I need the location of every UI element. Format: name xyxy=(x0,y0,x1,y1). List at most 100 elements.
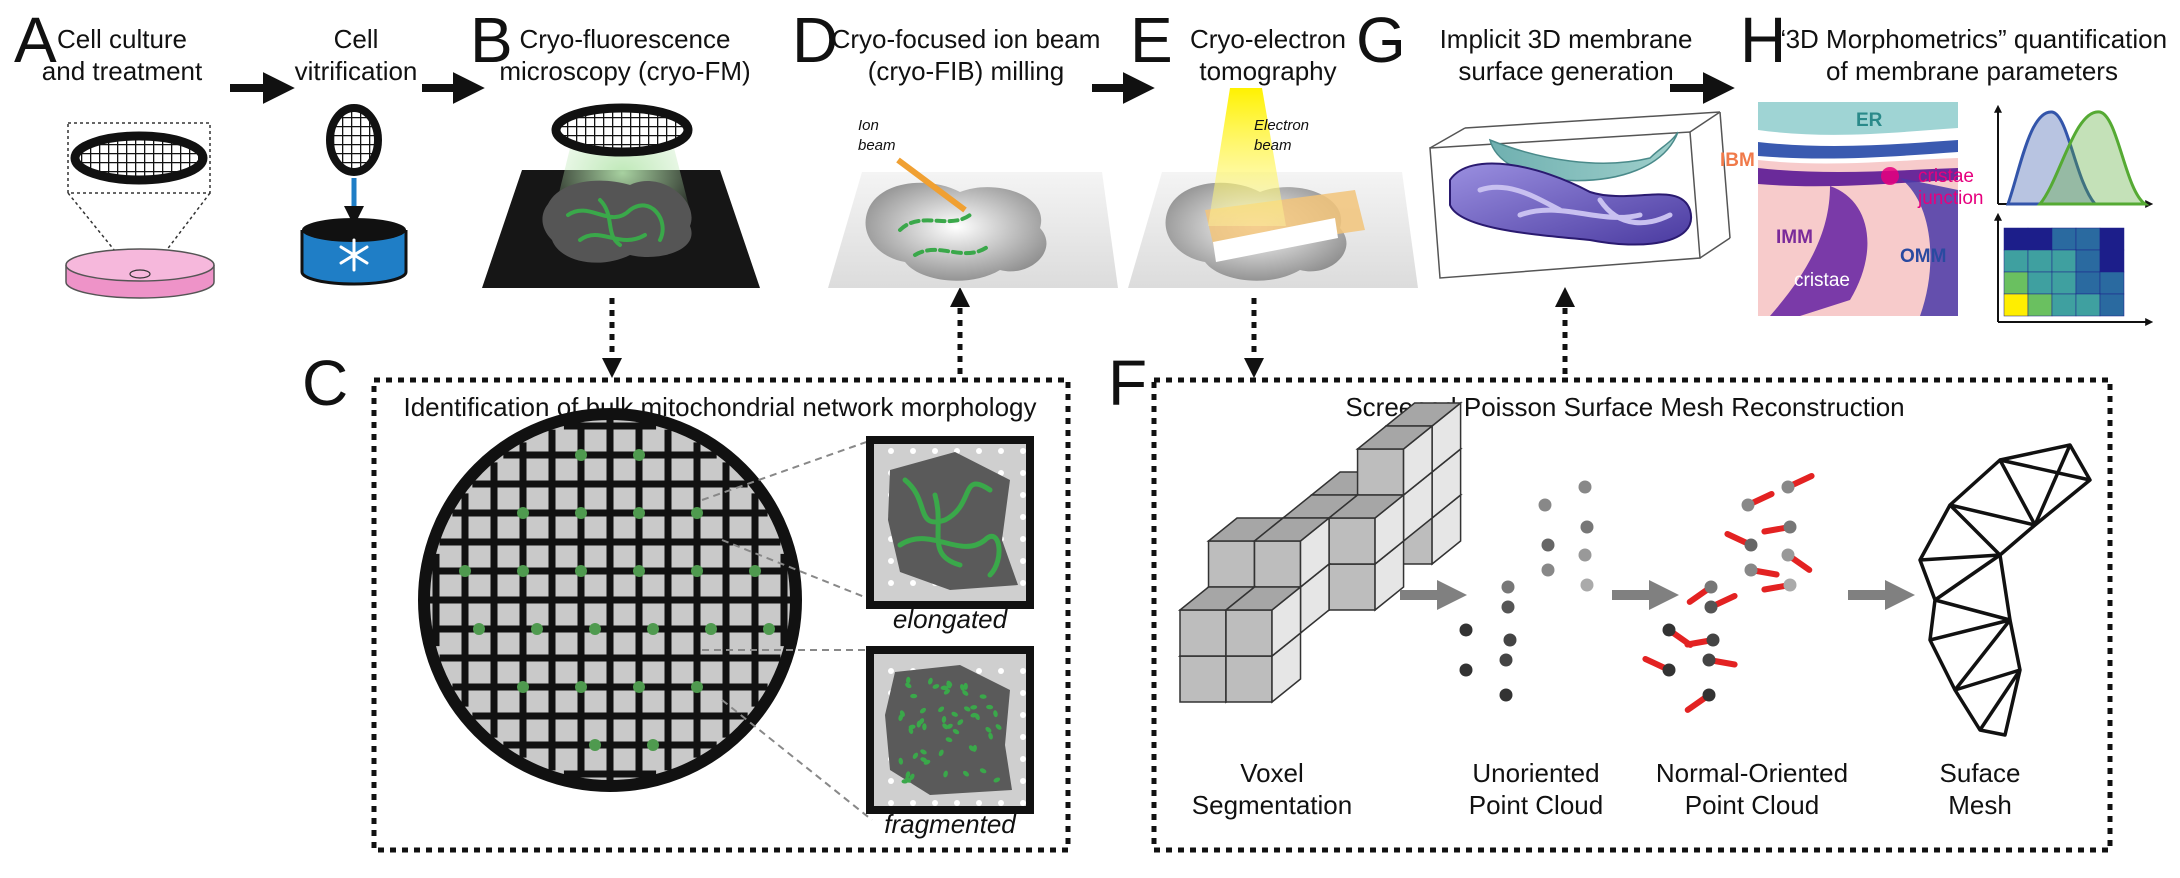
panel-letter-b: B xyxy=(470,4,513,76)
cell-on-grid xyxy=(575,449,587,461)
mitochondrion-fragment xyxy=(928,677,933,685)
heatmap-cell xyxy=(2075,227,2101,251)
mitochondrion-fragment xyxy=(986,704,994,710)
cell-on-grid xyxy=(517,681,529,693)
voxel xyxy=(1326,493,1406,566)
panel-h-title-line2: of membrane parameters xyxy=(1826,56,2118,86)
cell-on-grid xyxy=(647,623,659,635)
panel-letter-c: C xyxy=(302,347,348,419)
heatmap-cell xyxy=(2075,271,2101,295)
heatmap-cell xyxy=(2003,227,2029,251)
electron-beam-label-line2: beam xyxy=(1254,137,1292,154)
cell-on-grid xyxy=(647,739,659,751)
label-er: ER xyxy=(1856,110,1883,131)
mitochondrion-fragment xyxy=(951,711,958,717)
point xyxy=(1744,563,1758,577)
cell-on-grid xyxy=(517,507,529,519)
heatmap-cell xyxy=(2051,293,2077,317)
label-cristae: cristae xyxy=(1794,270,1850,291)
panel-c-box xyxy=(371,377,1071,853)
step-mesh-line2: Mesh xyxy=(1948,790,2012,820)
panel-b-title-line2: microscopy (cryo-FM) xyxy=(499,56,750,86)
cell-on-grid xyxy=(531,623,543,635)
heatmap-cell xyxy=(2051,249,2077,273)
heatmap-cell xyxy=(2027,271,2053,295)
panel-b: B Cryo-fluorescence microscopy (cryo-FM) xyxy=(470,4,760,378)
point xyxy=(1578,480,1592,494)
mitochondrion-fragment xyxy=(905,682,912,689)
grid-vertical-icon xyxy=(326,104,382,176)
point xyxy=(1744,538,1758,552)
label-imm: IMM xyxy=(1776,227,1813,248)
mitochondrion-fragment xyxy=(960,684,965,691)
mitochondrion-fragment xyxy=(957,719,964,726)
cell-on-grid xyxy=(633,681,645,693)
mitochondrion-fragment xyxy=(995,724,1002,730)
panel-g-title-line2: surface generation xyxy=(1458,56,1673,86)
mitochondrion-fragment xyxy=(938,749,944,757)
panel-c: C Identification of bulk mitochondrial n… xyxy=(302,287,1071,853)
mitochondrion-fragment xyxy=(922,723,927,731)
distribution-plot xyxy=(1994,104,2154,208)
cell-on-grid xyxy=(633,565,645,577)
snowflake-icon xyxy=(339,238,369,272)
panel-h: H “3D Morphometrics” quantification of m… xyxy=(1720,4,2167,326)
heatmap-cell xyxy=(2003,293,2029,317)
normal-oriented-point-cloud-graphic xyxy=(1642,473,1815,713)
label-cristae-junction-line1: cristae xyxy=(1918,166,1974,187)
heatmap-cell xyxy=(2099,271,2125,295)
point xyxy=(1501,600,1515,614)
mitochondrion-fragment xyxy=(943,770,948,778)
step-voxel-line2: Segmentation xyxy=(1192,790,1352,820)
panel-g-title-line1: Implicit 3D membrane xyxy=(1440,24,1693,54)
heatmap-cell xyxy=(2051,227,2077,251)
mitochondrion-fragment xyxy=(962,690,969,696)
point xyxy=(1783,520,1797,534)
mitochondrion-fragment xyxy=(941,716,947,723)
heatmap-cell xyxy=(2027,227,2053,251)
mitochondrion-fragment xyxy=(919,707,927,714)
label-ibm: IBM xyxy=(1720,150,1755,171)
ion-beam-label-line1: Ion xyxy=(858,117,879,134)
cell-on-grid xyxy=(575,565,587,577)
cell-on-grid xyxy=(589,739,601,751)
point xyxy=(1459,623,1473,637)
step-oriented-line2: Point Cloud xyxy=(1685,790,1819,820)
elongated-morphology-example xyxy=(866,436,1034,609)
fragmented-morphology-example xyxy=(866,646,1034,814)
heatmap-cell xyxy=(2027,293,2053,317)
cell-on-grid xyxy=(589,623,601,635)
em-grid-overview xyxy=(418,408,802,792)
panel-e-title-line1: Cryo-electron xyxy=(1190,24,1346,54)
heatmap-cell xyxy=(2099,249,2125,273)
mitochondrion-fragment xyxy=(920,749,927,755)
voxel xyxy=(1252,516,1332,589)
point xyxy=(1580,520,1594,534)
cell-on-grid xyxy=(763,623,775,635)
mitochondrion-fragment xyxy=(932,684,940,689)
mitochondrion-fragment xyxy=(905,771,911,779)
unoriented-point-cloud-graphic xyxy=(1459,480,1594,702)
f-step-labels: Voxel Segmentation Unoriented Point Clou… xyxy=(1192,758,2021,820)
mitochondrion-fragment xyxy=(945,737,953,743)
point xyxy=(1499,688,1513,702)
voxel xyxy=(1355,424,1435,497)
panel-h-title-line1: “3D Morphometrics” quantification xyxy=(1777,24,2167,54)
panel-e-title-line2: tomography xyxy=(1199,56,1336,86)
step-unoriented-line2: Point Cloud xyxy=(1469,790,1603,820)
point xyxy=(1503,633,1517,647)
point xyxy=(1706,633,1720,647)
panel-letter-g: G xyxy=(1356,4,1406,76)
panel-vitrification: Cell vitrification xyxy=(295,24,485,286)
cell-silhouette xyxy=(865,182,1047,281)
mitochondrion-fragment xyxy=(946,681,952,689)
panel-d-title-line2: (cryo-FIB) milling xyxy=(868,56,1064,86)
cell-on-grid xyxy=(575,681,587,693)
mitochondrion-fragment xyxy=(970,712,978,718)
em-grid-icon xyxy=(70,131,208,185)
point xyxy=(1783,578,1797,592)
point xyxy=(1578,548,1592,562)
mitochondrion-fragment xyxy=(993,777,1001,783)
mitochondrion-fragment xyxy=(993,710,998,718)
